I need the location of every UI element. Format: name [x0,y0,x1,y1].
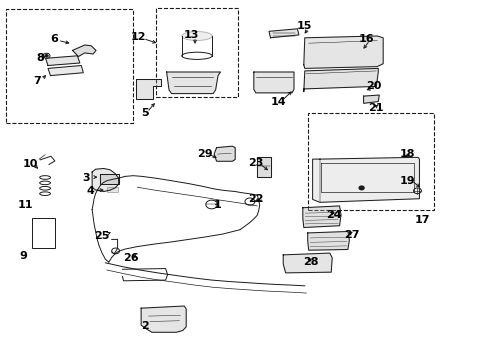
Text: 1: 1 [214,200,222,210]
Polygon shape [254,72,294,93]
Text: 22: 22 [248,194,264,204]
Polygon shape [304,36,383,68]
Bar [308,113,434,210]
Polygon shape [283,253,332,273]
Text: 7: 7 [33,76,41,86]
Text: 5: 5 [141,108,148,118]
Text: 13: 13 [183,30,199,40]
Text: 15: 15 [297,21,313,31]
Circle shape [359,186,364,190]
Text: 3: 3 [82,173,90,183]
Text: 18: 18 [400,149,416,159]
Text: 14: 14 [270,96,286,107]
Polygon shape [214,146,235,161]
Text: 11: 11 [18,200,33,210]
Polygon shape [257,157,271,177]
Polygon shape [92,168,119,192]
Polygon shape [167,72,220,94]
Text: 6: 6 [50,34,58,44]
Text: 8: 8 [36,53,44,63]
Text: 26: 26 [123,253,139,264]
Polygon shape [313,157,419,202]
Text: 12: 12 [130,32,146,42]
Text: 20: 20 [366,81,381,91]
Polygon shape [364,95,379,103]
Bar [32,218,55,248]
Text: 10: 10 [23,159,38,169]
Text: 17: 17 [415,215,430,225]
Polygon shape [48,66,83,76]
Polygon shape [100,174,119,184]
Polygon shape [141,306,186,332]
Ellipse shape [182,32,212,41]
Text: 9: 9 [20,251,27,261]
Text: 21: 21 [368,103,384,113]
Text: 23: 23 [248,158,264,168]
Polygon shape [73,45,96,57]
Text: 25: 25 [94,231,110,241]
Text: 28: 28 [303,257,319,267]
Text: 19: 19 [400,176,416,186]
Polygon shape [46,56,80,66]
Circle shape [45,55,48,57]
Text: 24: 24 [326,210,342,220]
Polygon shape [136,79,161,99]
Text: 29: 29 [197,149,213,159]
Polygon shape [269,29,299,38]
Polygon shape [304,68,378,92]
Polygon shape [308,231,349,250]
Text: 2: 2 [141,321,148,331]
Bar [156,8,238,97]
Bar [107,187,118,192]
Text: 4: 4 [87,186,95,196]
Text: 27: 27 [344,230,360,240]
Text: 16: 16 [359,34,374,44]
Polygon shape [303,206,341,228]
Bar [6,9,133,123]
